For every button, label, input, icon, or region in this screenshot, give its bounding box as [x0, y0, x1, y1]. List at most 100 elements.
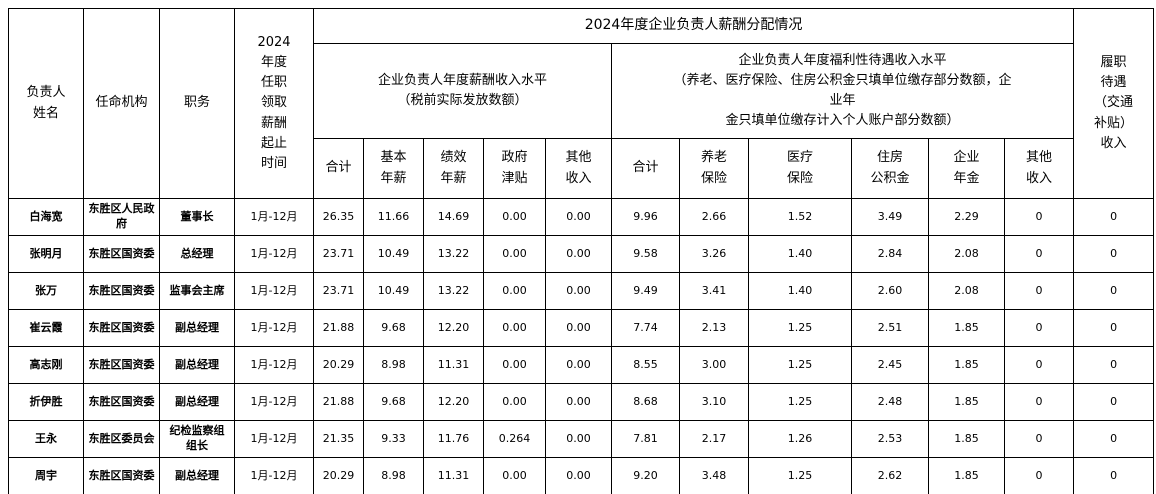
cell-medical: 1.25	[748, 383, 852, 421]
table-header: 负责人 姓名 任命机构 职务 2024 年度 任职 领取 薪酬 起止 时间 20…	[8, 8, 1155, 199]
cell-base-salary: 9.68	[363, 383, 424, 421]
cell-other-income: 0.00	[545, 235, 612, 273]
cell-performance-salary: 14.69	[423, 198, 484, 236]
cell-other-income: 0.00	[545, 198, 612, 236]
cell-housing-fund: 2.62	[851, 457, 929, 494]
compensation-table: 负责人 姓名 任命机构 职务 2024 年度 任职 领取 薪酬 起止 时间 20…	[8, 8, 1155, 494]
cell-total-welfare: 9.49	[611, 272, 680, 310]
table-row: 张万 东胜区国资委 监事会主席 1月-12月 23.71 10.49 13.22…	[8, 272, 1155, 310]
cell-housing-fund: 3.49	[851, 198, 929, 236]
header-sub-other-income: 其他 收入	[545, 138, 612, 199]
cell-name: 高志刚	[8, 346, 84, 384]
cell-total-salary: 23.71	[313, 235, 364, 273]
cell-name: 白海宽	[8, 198, 84, 236]
cell-base-salary: 10.49	[363, 272, 424, 310]
cell-appointing-org: 东胜区人民政府	[83, 198, 160, 236]
cell-duty-allowance: 0	[1073, 235, 1155, 273]
cell-appointing-org: 东胜区国资委	[83, 309, 160, 347]
cell-duty-allowance: 0	[1073, 420, 1155, 458]
header-welfare-group: 企业负责人年度福利性待遇收入水平 （养老、医疗保险、住房公积金只填单位缴存部分数…	[610, 43, 1075, 139]
cell-total-welfare: 9.58	[611, 235, 680, 273]
cell-total-salary: 20.29	[313, 457, 364, 494]
cell-position: 副总经理	[159, 346, 235, 384]
cell-total-welfare: 9.20	[611, 457, 680, 494]
cell-position: 纪检监察组 组长	[159, 420, 235, 458]
cell-pension: 2.17	[679, 420, 749, 458]
cell-annuity: 1.85	[928, 383, 1005, 421]
cell-gov-subsidy: 0.00	[483, 235, 546, 273]
cell-performance-salary: 11.31	[423, 346, 484, 384]
cell-appointing-org: 东胜区国资委	[83, 235, 160, 273]
cell-annuity: 1.85	[928, 420, 1005, 458]
cell-pay-period: 1月-12月	[234, 272, 314, 310]
header-pay-period: 2024 年度 任职 领取 薪酬 起止 时间	[234, 8, 314, 199]
cell-other-income: 0.00	[545, 420, 612, 458]
cell-housing-fund: 2.45	[851, 346, 929, 384]
header-sub-total-welfare: 合计	[611, 138, 680, 199]
cell-appointing-org: 东胜区国资委	[83, 383, 160, 421]
header-sub-performance-salary: 绩效 年薪	[423, 138, 484, 199]
header-appointing-org: 任命机构	[83, 8, 160, 199]
cell-base-salary: 8.98	[363, 457, 424, 494]
cell-medical: 1.25	[748, 346, 852, 384]
cell-medical: 1.25	[748, 457, 852, 494]
cell-gov-subsidy: 0.264	[483, 420, 546, 458]
cell-gov-subsidy: 0.00	[483, 198, 546, 236]
table-row: 高志刚 东胜区国资委 副总经理 1月-12月 20.29 8.98 11.31 …	[8, 346, 1155, 384]
cell-other-welfare: 0	[1003, 235, 1075, 273]
table-row: 王永 东胜区委员会 纪检监察组 组长 1月-12月 21.35 9.33 11.…	[8, 420, 1155, 458]
cell-appointing-org: 东胜区国资委	[83, 346, 160, 384]
cell-total-salary: 23.71	[313, 272, 364, 310]
cell-name: 张万	[8, 272, 84, 310]
cell-pay-period: 1月-12月	[234, 457, 314, 494]
cell-base-salary: 9.33	[363, 420, 424, 458]
cell-gov-subsidy: 0.00	[483, 457, 546, 494]
cell-total-welfare: 7.74	[611, 309, 680, 347]
cell-performance-salary: 11.76	[423, 420, 484, 458]
cell-total-welfare: 9.96	[611, 198, 680, 236]
cell-name: 张明月	[8, 235, 84, 273]
cell-duty-allowance: 0	[1073, 272, 1155, 310]
cell-medical: 1.40	[748, 272, 852, 310]
cell-pension: 3.26	[679, 235, 749, 273]
header-sub-other-welfare: 其他 收入	[1003, 138, 1075, 199]
cell-total-salary: 21.88	[313, 383, 364, 421]
cell-pension: 3.00	[679, 346, 749, 384]
header-sub-base-salary: 基本 年薪	[363, 138, 424, 199]
cell-duty-allowance: 0	[1073, 198, 1155, 236]
cell-performance-salary: 12.20	[423, 383, 484, 421]
cell-annuity: 1.85	[928, 346, 1005, 384]
cell-other-income: 0.00	[545, 272, 612, 310]
cell-medical: 1.40	[748, 235, 852, 273]
cell-pension: 2.66	[679, 198, 749, 236]
cell-total-welfare: 8.55	[611, 346, 680, 384]
cell-appointing-org: 东胜区委员会	[83, 420, 160, 458]
header-sub-gov-subsidy: 政府 津贴	[483, 138, 546, 199]
table-row: 折伊胜 东胜区国资委 副总经理 1月-12月 21.88 9.68 12.20 …	[8, 383, 1155, 421]
cell-housing-fund: 2.84	[851, 235, 929, 273]
cell-position: 副总经理	[159, 309, 235, 347]
header-sub-pension: 养老 保险	[679, 138, 749, 199]
cell-pay-period: 1月-12月	[234, 309, 314, 347]
cell-annuity: 1.85	[928, 457, 1005, 494]
header-sub-annuity: 企业 年金	[928, 138, 1005, 199]
cell-name: 崔云霞	[8, 309, 84, 347]
cell-name: 王永	[8, 420, 84, 458]
header-row-3: 合计 基本 年薪 绩效 年薪 政府 津贴 其他 收入 合计 养老 保险 医疗 保…	[9, 138, 1154, 199]
cell-other-income: 0.00	[545, 346, 612, 384]
cell-name: 折伊胜	[8, 383, 84, 421]
cell-other-welfare: 0	[1003, 420, 1075, 458]
cell-total-salary: 26.35	[313, 198, 364, 236]
cell-position: 监事会主席	[159, 272, 235, 310]
cell-other-income: 0.00	[545, 383, 612, 421]
table-row: 周宇 东胜区国资委 副总经理 1月-12月 20.29 8.98 11.31 0…	[8, 457, 1155, 494]
cell-housing-fund: 2.48	[851, 383, 929, 421]
cell-position: 副总经理	[159, 457, 235, 494]
cell-performance-salary: 13.22	[423, 235, 484, 273]
header-row-2: 企业负责人年度薪酬收入水平 （税前实际发放数额） 企业负责人年度福利性待遇收入水…	[9, 43, 1154, 139]
cell-other-welfare: 0	[1003, 457, 1075, 494]
cell-gov-subsidy: 0.00	[483, 272, 546, 310]
cell-medical: 1.52	[748, 198, 852, 236]
cell-position: 总经理	[159, 235, 235, 273]
cell-duty-allowance: 0	[1073, 309, 1155, 347]
